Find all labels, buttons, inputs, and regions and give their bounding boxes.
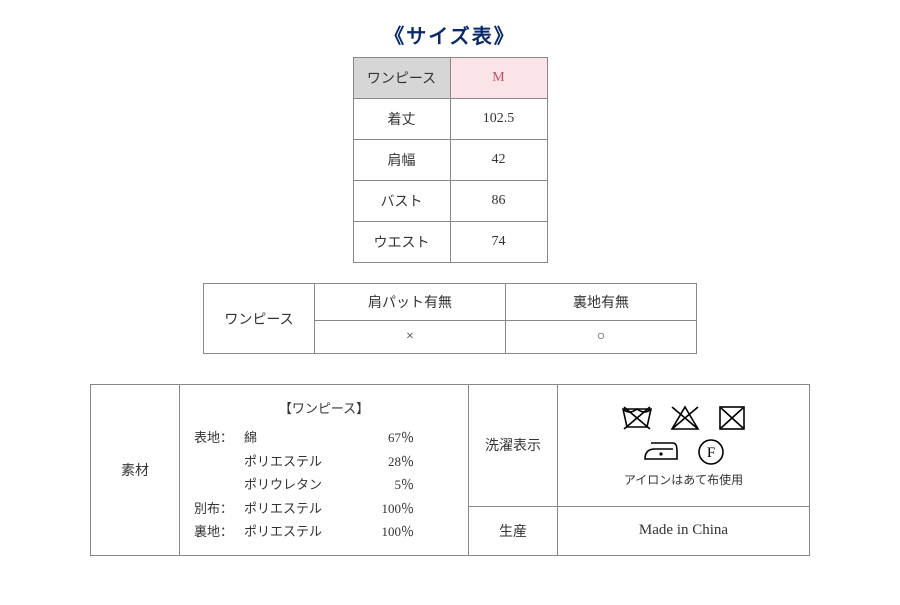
- wash-note: アイロンはあて布使用: [572, 471, 795, 488]
- material-heading: 【ワンピース】: [194, 397, 454, 420]
- wash-label: 洗濯表示: [469, 385, 558, 507]
- table-row: バスト 86: [353, 181, 547, 222]
- material-part: 別布：: [194, 497, 244, 520]
- material-name: ポリウレタン: [244, 473, 354, 496]
- dryclean-f-icon: F: [695, 437, 727, 467]
- material-name: ポリエステル: [244, 450, 354, 473]
- material-part: 裏地：: [194, 520, 244, 543]
- size-table-item-header: ワンピース: [353, 58, 450, 99]
- material-label: 素材: [91, 385, 180, 556]
- no-tumble-icon: [716, 403, 748, 433]
- size-row-value: 42: [450, 140, 547, 181]
- material-part: [194, 450, 244, 473]
- size-row-value: 74: [450, 222, 547, 263]
- size-row-value: 102.5: [450, 99, 547, 140]
- material-pct: 67％: [354, 426, 414, 449]
- iron-icon: [641, 437, 681, 467]
- size-table-size-header: M: [450, 58, 547, 99]
- table-row: 肩幅 42: [353, 140, 547, 181]
- size-row-value: 86: [450, 181, 547, 222]
- material-name: 綿: [244, 426, 354, 449]
- material-pct: 28％: [354, 450, 414, 473]
- size-row-label: 肩幅: [353, 140, 450, 181]
- table-row: 着丈 102.5: [353, 99, 547, 140]
- material-pct: 5％: [354, 473, 414, 496]
- size-row-label: 着丈: [353, 99, 450, 140]
- feature-table: ワンピース 肩パット有無 裏地有無 × ○: [203, 283, 697, 354]
- origin-label: 生産: [469, 506, 558, 556]
- origin-value: Made in China: [558, 506, 810, 556]
- table-row: ウエスト 74: [353, 222, 547, 263]
- wash-body: F アイロンはあて布使用: [558, 385, 810, 507]
- no-bleach-icon: [668, 403, 702, 433]
- size-table: ワンピース M 着丈 102.5 肩幅 42 バスト 86 ウエスト 74: [353, 57, 548, 263]
- feature-row-label: ワンピース: [204, 284, 315, 354]
- detail-table: 素材 【ワンピース】 表地：綿67％ ポリエステル28％ ポリウレタン5％ 別布…: [90, 384, 810, 556]
- material-name: ポリエステル: [244, 497, 354, 520]
- page-title: 《サイズ表》: [0, 20, 900, 49]
- material-part: [194, 473, 244, 496]
- material-name: ポリエステル: [244, 520, 354, 543]
- feature-col-header: 裏地有無: [506, 284, 697, 321]
- feature-col-header: 肩パット有無: [315, 284, 506, 321]
- svg-text:F: F: [706, 445, 714, 461]
- material-part: 表地：: [194, 426, 244, 449]
- size-row-label: バスト: [353, 181, 450, 222]
- feature-col-value: ×: [315, 321, 506, 354]
- material-body: 【ワンピース】 表地：綿67％ ポリエステル28％ ポリウレタン5％ 別布：ポリ…: [180, 385, 469, 556]
- size-row-label: ウエスト: [353, 222, 450, 263]
- material-pct: 100％: [354, 520, 414, 543]
- feature-col-value: ○: [506, 321, 697, 354]
- no-wash-icon: [620, 403, 654, 433]
- material-pct: 100％: [354, 497, 414, 520]
